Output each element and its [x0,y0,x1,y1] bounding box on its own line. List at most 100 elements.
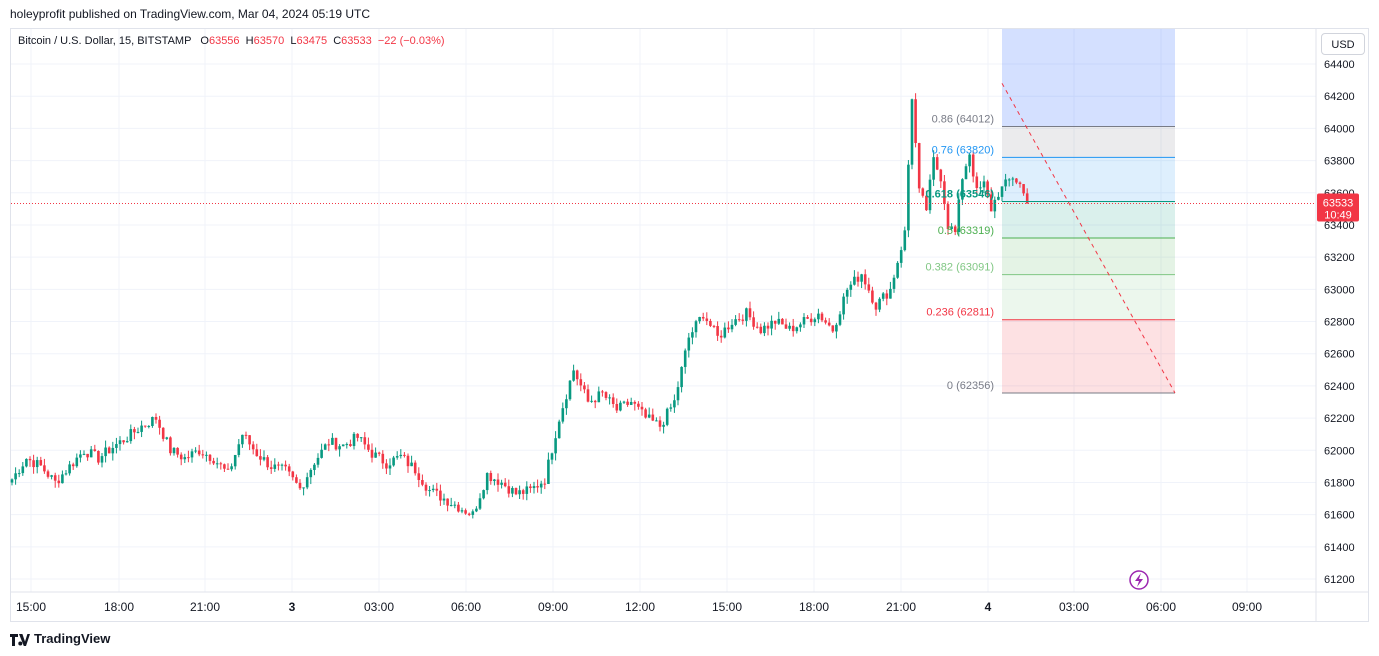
candle-body [734,319,737,325]
candle-body [604,392,608,398]
candle-body [143,425,147,427]
candle-body [377,452,381,454]
lightning-icon-bolt [1135,573,1143,587]
candle-body [237,444,241,455]
candle-body [698,316,701,322]
candle-body [115,444,118,448]
candle-body [885,293,889,299]
candle-body [431,488,435,491]
candle-body [190,451,194,458]
chart-grid [11,29,1316,592]
time-tick-label: 4 [985,600,992,614]
candle-body [867,284,871,291]
candle-body [611,397,615,404]
candle-body [673,400,676,408]
open-value: 63556 [208,35,240,47]
candle-body [295,477,298,483]
candle-body [716,326,719,336]
candle-body [899,250,903,263]
candle-body [428,490,431,492]
candle-body [622,401,626,403]
candle-body [827,322,831,326]
fibonacci-zones [1002,29,1175,393]
candle-body [97,450,100,463]
candle-body [946,204,950,230]
candle-body [133,429,136,433]
candle-body [323,444,327,450]
currency-button[interactable]: USD [1321,33,1365,55]
candle-body [82,453,86,455]
candle-body [511,487,514,494]
candle-body [572,370,575,381]
candle-body [478,498,482,509]
candle-body [889,288,892,299]
candle-body [424,484,428,491]
candle-body [129,429,133,442]
candle-body [86,453,89,458]
candle-body [709,320,712,326]
time-tick-label: 21:00 [886,600,916,614]
candle-body [496,479,500,485]
price-tick-label: 63400 [1324,220,1355,232]
price-tick-label: 62800 [1324,317,1355,329]
candle-body [179,454,183,460]
candle-body [701,316,705,319]
fib-zone [1002,201,1175,238]
candle-body [1015,178,1018,183]
candle-body [1022,184,1025,194]
candle-body [356,433,359,438]
candle-body [183,457,187,460]
candle-body [370,449,374,458]
candle-body [565,399,568,409]
chart-frame [10,28,1369,622]
candle-body [475,508,478,512]
candle-body [737,319,741,321]
candle-body [320,449,323,458]
symbol-name[interactable]: Bitcoin / U.S. Dollar, 15, BITSTAMP [18,35,192,47]
candle-body [745,308,748,321]
candle-body [460,510,464,512]
fib-zone [1002,274,1175,320]
candle-body [550,453,554,460]
candle-body [446,498,449,506]
candle-body [590,400,593,402]
candle-body [748,308,752,318]
candle-body [691,332,694,338]
candle-body [197,450,201,455]
candle-body [215,463,219,465]
time-tick-label: 06:00 [451,600,481,614]
candle-body [881,293,885,299]
candle-body [586,389,590,402]
price-tick-label: 64400 [1324,59,1355,71]
candle-body [766,325,770,329]
candle-body [25,458,28,467]
candle-body [406,455,410,467]
candle-body [662,424,665,427]
tradingview-footer[interactable]: TradingView [10,631,110,646]
candle-body [1007,179,1011,181]
candle-body [251,444,255,450]
candle-body [802,317,806,325]
candle-body [615,403,619,411]
candle-body [471,511,475,515]
candle-body [597,391,601,403]
last-price-tag [1317,193,1359,222]
candle-body [1011,178,1015,180]
candle-body [993,199,997,212]
candle-body [514,487,518,495]
candle-body [539,483,543,488]
candle-body [838,314,842,325]
candle-body [1000,186,1004,197]
candle-body [763,325,766,334]
candle-body [554,438,557,454]
candle-body [817,313,820,320]
candle-body [140,425,143,432]
candle-body [359,437,363,439]
time-tick-label: 03:00 [1059,600,1089,614]
candle-body [935,157,939,170]
candle-body [28,458,32,461]
candle-body [291,471,295,478]
candle-body [986,181,989,195]
candle-body [503,482,507,487]
